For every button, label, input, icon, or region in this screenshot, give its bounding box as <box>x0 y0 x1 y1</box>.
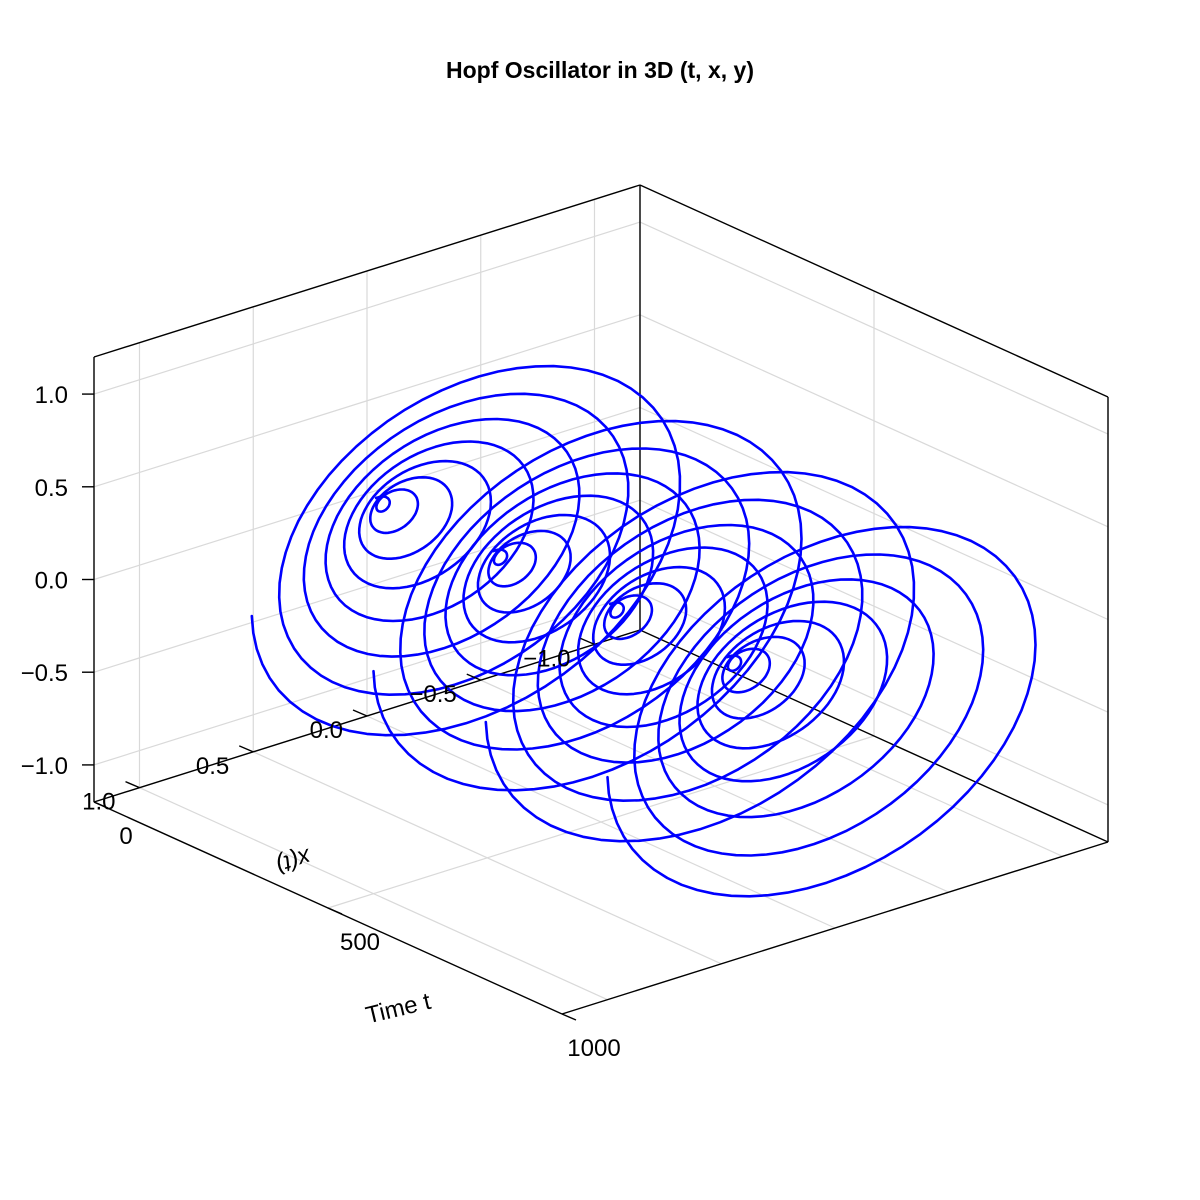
grid-floor-x <box>253 751 722 965</box>
z-tick-label: 0.5 <box>35 475 68 502</box>
x-tick-label: 0 <box>119 823 132 850</box>
grid-leftwall-z <box>93 592 641 766</box>
front-axes <box>93 801 1109 1015</box>
grid-floor-x <box>139 787 608 1001</box>
z-tick-label: −0.5 <box>21 660 68 687</box>
grid-backwall-z <box>639 499 1109 713</box>
grid-backwall-z <box>639 221 1109 435</box>
y-tick-mark <box>238 745 254 753</box>
y-tick-label: −0.5 <box>409 681 456 708</box>
box-edge-back-top-x <box>93 184 641 358</box>
y-tick-mark <box>580 637 595 645</box>
tick-layer: 0 500 1000 1.0 0.5 0.0 −0.5 −1.0 1.0 0.5 0.0 −0.5 −1… <box>21 382 621 1062</box>
grid-backwall-z <box>639 314 1109 528</box>
grid-backwall-z <box>639 406 1109 621</box>
y-axis-label: x(t) <box>273 843 315 879</box>
y-tick-label: 1.0 <box>82 789 115 816</box>
x-axis-label: Time t <box>363 988 434 1030</box>
x-tick-mark <box>561 1013 577 1021</box>
x-tick-label: 1000 <box>567 1035 620 1062</box>
x-tick-mark <box>327 907 343 915</box>
box-edge-back-top-t <box>639 184 1109 398</box>
y-tick-mark <box>125 781 140 789</box>
grid-floor-x <box>366 715 836 929</box>
back-axes <box>93 184 1109 843</box>
grid-backwall-z <box>639 592 1109 806</box>
grid-floor-x <box>594 643 1063 857</box>
grid-floor-x <box>480 679 949 893</box>
grid-leftwall-z <box>93 314 641 488</box>
chart-title: Hopf Oscillator in 3D (t, x, y) <box>446 57 754 83</box>
y-tick-label: 0.5 <box>196 753 229 780</box>
y-tick-label: −1.0 <box>523 645 570 672</box>
grid-leftwall-z <box>93 221 641 395</box>
box-edge-front-bottom-x <box>561 841 1109 1015</box>
z-tick-label: 0.0 <box>35 568 68 595</box>
y-tick-label: 0.0 <box>310 717 343 744</box>
z-tick-label: −1.0 <box>21 753 68 780</box>
x-tick-mark <box>93 801 109 809</box>
curve-layer <box>250 364 1037 898</box>
y-tick-mark <box>352 709 368 717</box>
series-line-segment <box>606 525 1037 898</box>
y-tick-mark <box>466 673 482 681</box>
box-edge-back-floor-t <box>639 629 1109 843</box>
x-tick-label: 500 <box>340 929 380 956</box>
z-tick-label: 1.0 <box>35 382 68 409</box>
grid-leftwall-z <box>93 499 641 673</box>
